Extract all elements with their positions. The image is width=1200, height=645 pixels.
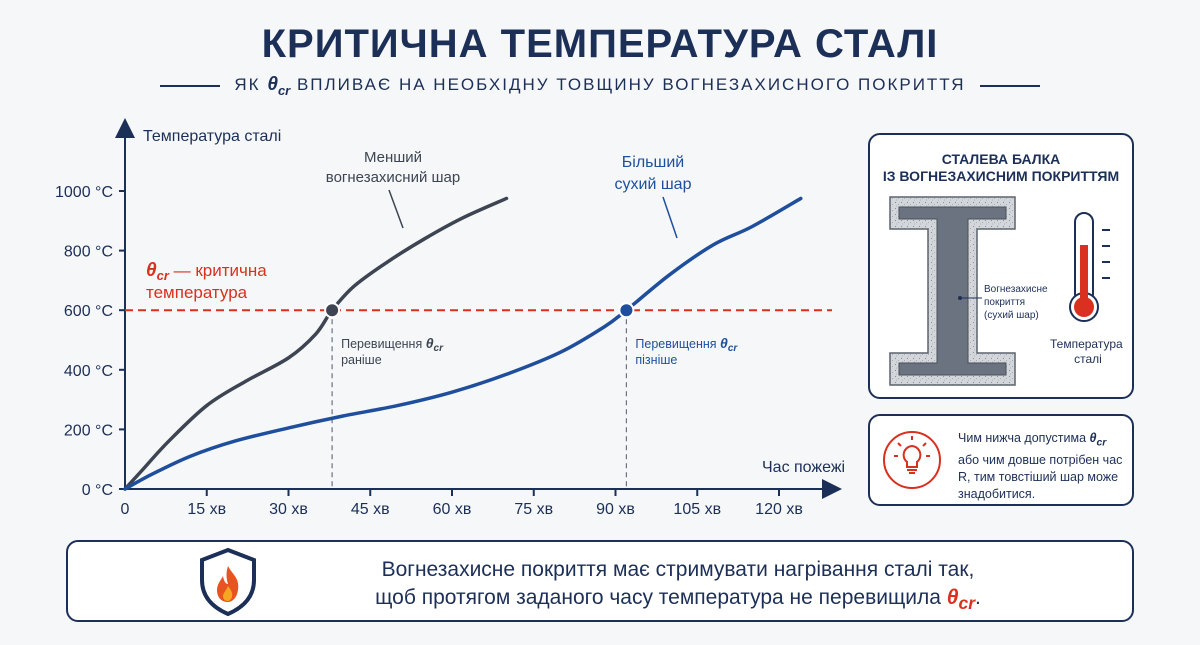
x-tick-label: 120 хв — [755, 501, 803, 518]
lightbulb-icon — [883, 431, 941, 489]
temperature-time-chart: 0 °C 200 °C 400 °C 600 °C 800 °C 1000 °C 0 15 х… — [55, 118, 845, 518]
subtitle-post: ВПЛИВАЄ НА НЕОБХІДНУ ТОВЩИНУ ВОГНЕЗАХИСН… — [296, 75, 966, 95]
x-tick-label: 45 хв — [351, 501, 390, 518]
x-tick-label: 90 хв — [596, 501, 635, 518]
fire-shield-icon — [200, 547, 256, 617]
subtitle-pre: ЯК — [234, 75, 261, 95]
thermometer-label: Температура сталі — [1050, 337, 1126, 366]
beam-illustration: Вогнезахисне покриття (сухий шар) Темпер… — [889, 196, 1126, 386]
subtitle-symbol: θcr — [267, 74, 291, 98]
i-beam-icon — [889, 196, 1016, 386]
x-tick-label: 60 хв — [433, 501, 472, 518]
x-tick-label: 0 — [121, 501, 130, 518]
annotation-thick-line-1: Більший — [622, 154, 684, 171]
threshold-label-line-2: температура — [146, 283, 248, 302]
tip-panel: Чим нижча допустима θcr або чим довше по… — [868, 414, 1134, 506]
coating-label: Вогнезахисне покриття (сухий шар) — [984, 284, 1050, 321]
y-tick-label: 0 °C — [82, 482, 113, 499]
crossing-point — [618, 302, 635, 319]
x-axis-label: Час пожежі — [762, 459, 845, 476]
annotation-thin-line-2: вогнезахисний шар — [326, 169, 460, 186]
x-tick-label: 75 хв — [514, 501, 553, 518]
y-axis-label: Температура сталі — [143, 128, 281, 145]
subtitle: ЯК θcr ВПЛИВАЄ НА НЕОБХІДНУ ТОВЩИНУ ВОГН… — [234, 74, 965, 98]
crossing-label-line-2: пізніше — [635, 353, 677, 367]
page-title: КРИТИЧНА ТЕМПЕРАТУРА СТАЛІ — [261, 22, 939, 66]
bottom-line-1: Вогнезахисне покриття має стримувати наг… — [381, 558, 975, 581]
bottom-panel: Вогнезахисне покриття має стримувати наг… — [66, 540, 1134, 622]
y-tick-label: 400 °C — [64, 363, 113, 380]
series-line-thin-coating — [123, 196, 509, 491]
crossing-label: Перевищення θcr — [635, 335, 738, 354]
annotation-thick-pointer — [662, 196, 678, 239]
subtitle-rule-left — [160, 85, 221, 87]
annotation-thin-pointer — [388, 189, 404, 229]
y-tick-label: 600 °C — [64, 303, 113, 320]
beam-panel-title: СТАЛЕВА БАЛКА ІЗ ВОГНЕЗАХИСНИМ ПОКРИТТЯМ — [882, 151, 1120, 184]
crossing-point — [324, 302, 341, 319]
x-tick-label: 15 хв — [187, 501, 226, 518]
subtitle-row: ЯК θcr ВПЛИВАЄ НА НЕОБХІДНУ ТОВЩИНУ ВОГН… — [160, 74, 1040, 98]
bottom-message: Вогнезахисне покриття має стримувати наг… — [288, 556, 1068, 617]
y-tick-label: 200 °C — [64, 422, 113, 439]
threshold-label: θcr — критична — [146, 260, 267, 283]
x-tick-label: 30 хв — [269, 501, 308, 518]
tip-text: Чим нижча допустима θcr або чим довше по… — [958, 431, 1123, 501]
series-line-thick-coating — [123, 196, 803, 491]
beam-panel: СТАЛЕВА БАЛКА ІЗ ВОГНЕЗАХИСНИМ ПОКРИТТЯМ… — [868, 133, 1134, 399]
annotation-thick-line-2: сухий шар — [615, 176, 692, 193]
x-tick-label: 105 хв — [673, 501, 721, 518]
annotation-thin-line-1: Менший — [364, 149, 422, 166]
y-tick-label: 800 °C — [64, 244, 113, 261]
subtitle-rule-right — [979, 85, 1040, 87]
crossing-label-line-2: раніше — [341, 353, 382, 367]
bottom-line-2: щоб протягом заданого часу температура н… — [375, 586, 981, 614]
y-tick-label: 1000 °C — [55, 184, 113, 201]
crossing-label: Перевищення θcr — [341, 335, 444, 354]
thermometer-icon — [1069, 212, 1110, 322]
